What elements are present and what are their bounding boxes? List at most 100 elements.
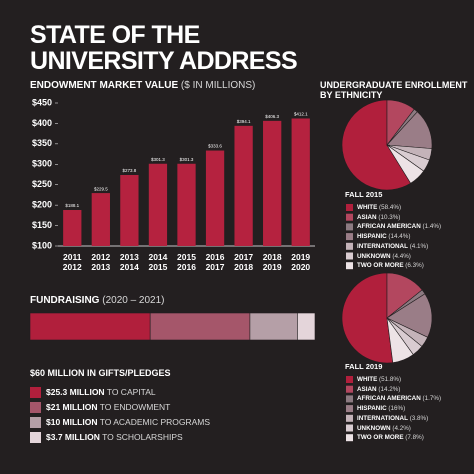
legend-entry: $25.3 MILLION TO CAPITAL [46,387,156,398]
legend-label: HISPANIC [357,405,387,413]
y-tick-label: $300 [32,159,52,169]
legend-swatch [346,395,353,403]
legend-entry: UNKNOWN (4.4%) [357,252,411,261]
legend-value: (6.3%) [405,262,424,270]
y-tick-label: $400 [32,118,52,128]
stacked-segment [249,312,298,341]
legend-swatch [346,405,353,413]
legend-label: WHITE [357,376,378,383]
legend-label: TO SCHOLARSHIPS [102,432,183,442]
bar [120,174,139,246]
legend-value: (10.3%) [378,213,401,221]
legend-value: (7.8%) [405,434,424,442]
legend-value: (1.4%) [422,223,442,231]
legend-swatch [346,376,353,383]
x-tick-label: 2012 2013 [91,252,111,272]
bar [63,210,82,246]
value-label: $333.6 [208,144,222,149]
legend-swatch [346,385,353,393]
x-tick-label: 2017 2018 [234,252,254,272]
legend-swatch [30,417,41,428]
legend-entry: $21 MILLION TO ENDOWMENT [46,402,170,413]
bar-heading: ENDOWMENT MARKET VALUE ($ IN MILLIONS) [30,80,255,91]
x-tick-label: 2016 2017 [205,252,225,272]
legend-value: (51.8%) [379,376,402,383]
legend-value: (1.7%) [422,395,442,403]
legend-label: INTERNATIONAL [357,242,408,250]
x-tick-label: 2014 2015 [148,252,168,272]
legend-entry: HISPANIC (14.4%) [357,232,410,241]
legend-value: $10 MILLION [46,417,98,427]
legend-entry: INTERNATIONAL (4.1%) [357,242,428,251]
legend-swatch [30,387,41,398]
legend-value: (4.4%) [392,252,411,260]
value-label: $301.3 [180,157,194,162]
x-tick-label: 2015 2016 [177,252,196,272]
value-label: $188.1 [65,203,79,208]
fundraising-subtitle: (2020 – 2021) [102,295,165,306]
x-tick-label: 2018 2019 [262,252,282,272]
fundraising-title: FUNDRAISING [30,295,100,306]
legend-label: INTERNATIONAL [357,414,408,422]
legend-entry: HISPANIC (16%) [357,404,405,413]
legend-entry: INTERNATIONAL (3.8%) [357,414,428,423]
stacked-segment [29,312,151,341]
x-tick-label: 2013 2014 [119,252,139,272]
legend-swatch [346,414,353,422]
x-tick-label: 2019 2020 [291,252,311,272]
legend-swatch [30,402,41,413]
bar [91,193,110,246]
legend-entry: $10 MILLION TO ACADEMIC PROGRAMS [46,417,210,428]
value-label: $229.5 [94,186,108,191]
fundraising-heading: FUNDRAISING (2020 – 2021) [30,295,165,306]
legend-label: TO CAPITAL [106,387,156,397]
legend-label: HISPANIC [357,233,387,241]
legend-entry: AFRICAN AMERICAN (1.7%) [357,394,441,403]
legend-entry: TWO OR MORE (6.3%) [357,261,424,270]
pie-slice [386,293,433,338]
legend-value: (58.4%) [379,204,402,211]
legend-swatch [30,432,41,443]
legend-swatch [346,204,353,211]
legend-label: WHITE [357,204,378,211]
legend-swatch [346,252,353,260]
pie-slice [386,317,414,363]
legend-entry: ASIAN (14.2%) [357,385,400,394]
legend-swatch [346,223,353,231]
bar [291,118,310,246]
fundraising-annotation: $60 MILLION IN GIFTS/PLEDGES [30,368,171,378]
legend-label: AFRICAN AMERICAN [357,395,421,403]
legend-label: TWO OR MORE [357,434,404,442]
legend-value: $21 MILLION [46,402,98,412]
legend-value: (3.8%) [409,414,429,422]
pie-subtitle: FALL 2019 [345,362,383,371]
y-tick-label: $350 [32,138,52,148]
legend-swatch [346,233,353,241]
stacked-segment [149,312,251,341]
bar [148,163,168,246]
legend-label: UNKNOWN [357,252,391,260]
legend-label: ASIAN [357,385,377,393]
y-tick-label: $250 [32,179,52,189]
y-tick-label: $450 [32,97,52,107]
bar-title: ENDOWMENT MARKET VALUE [30,80,179,91]
legend-value: (4.2%) [392,424,411,432]
legend-value: (4.1%) [409,242,429,250]
legend-value: $25.3 MILLION [46,387,105,397]
y-tick-label: $200 [32,200,52,210]
pie-slice [341,272,394,364]
legend-label: ASIAN [357,213,377,221]
legend-value: (16%) [388,405,406,413]
legend-label: TO ENDOWMENT [99,402,171,412]
legend-entry: $3.7 MILLION TO SCHOLARSHIPS [46,432,183,443]
pie-subtitle: FALL 2015 [345,190,383,199]
legend-entry: TWO OR MORE (7.8%) [357,433,424,442]
legend-entry: ASIAN (10.3%) [357,213,400,222]
legend-swatch [346,434,353,442]
bar-subtitle: ($ IN MILLIONS) [180,80,256,91]
legend-label: TWO OR MORE [357,262,404,270]
legend-entry: AFRICAN AMERICAN (1.4%) [357,222,441,231]
bar [177,163,196,246]
